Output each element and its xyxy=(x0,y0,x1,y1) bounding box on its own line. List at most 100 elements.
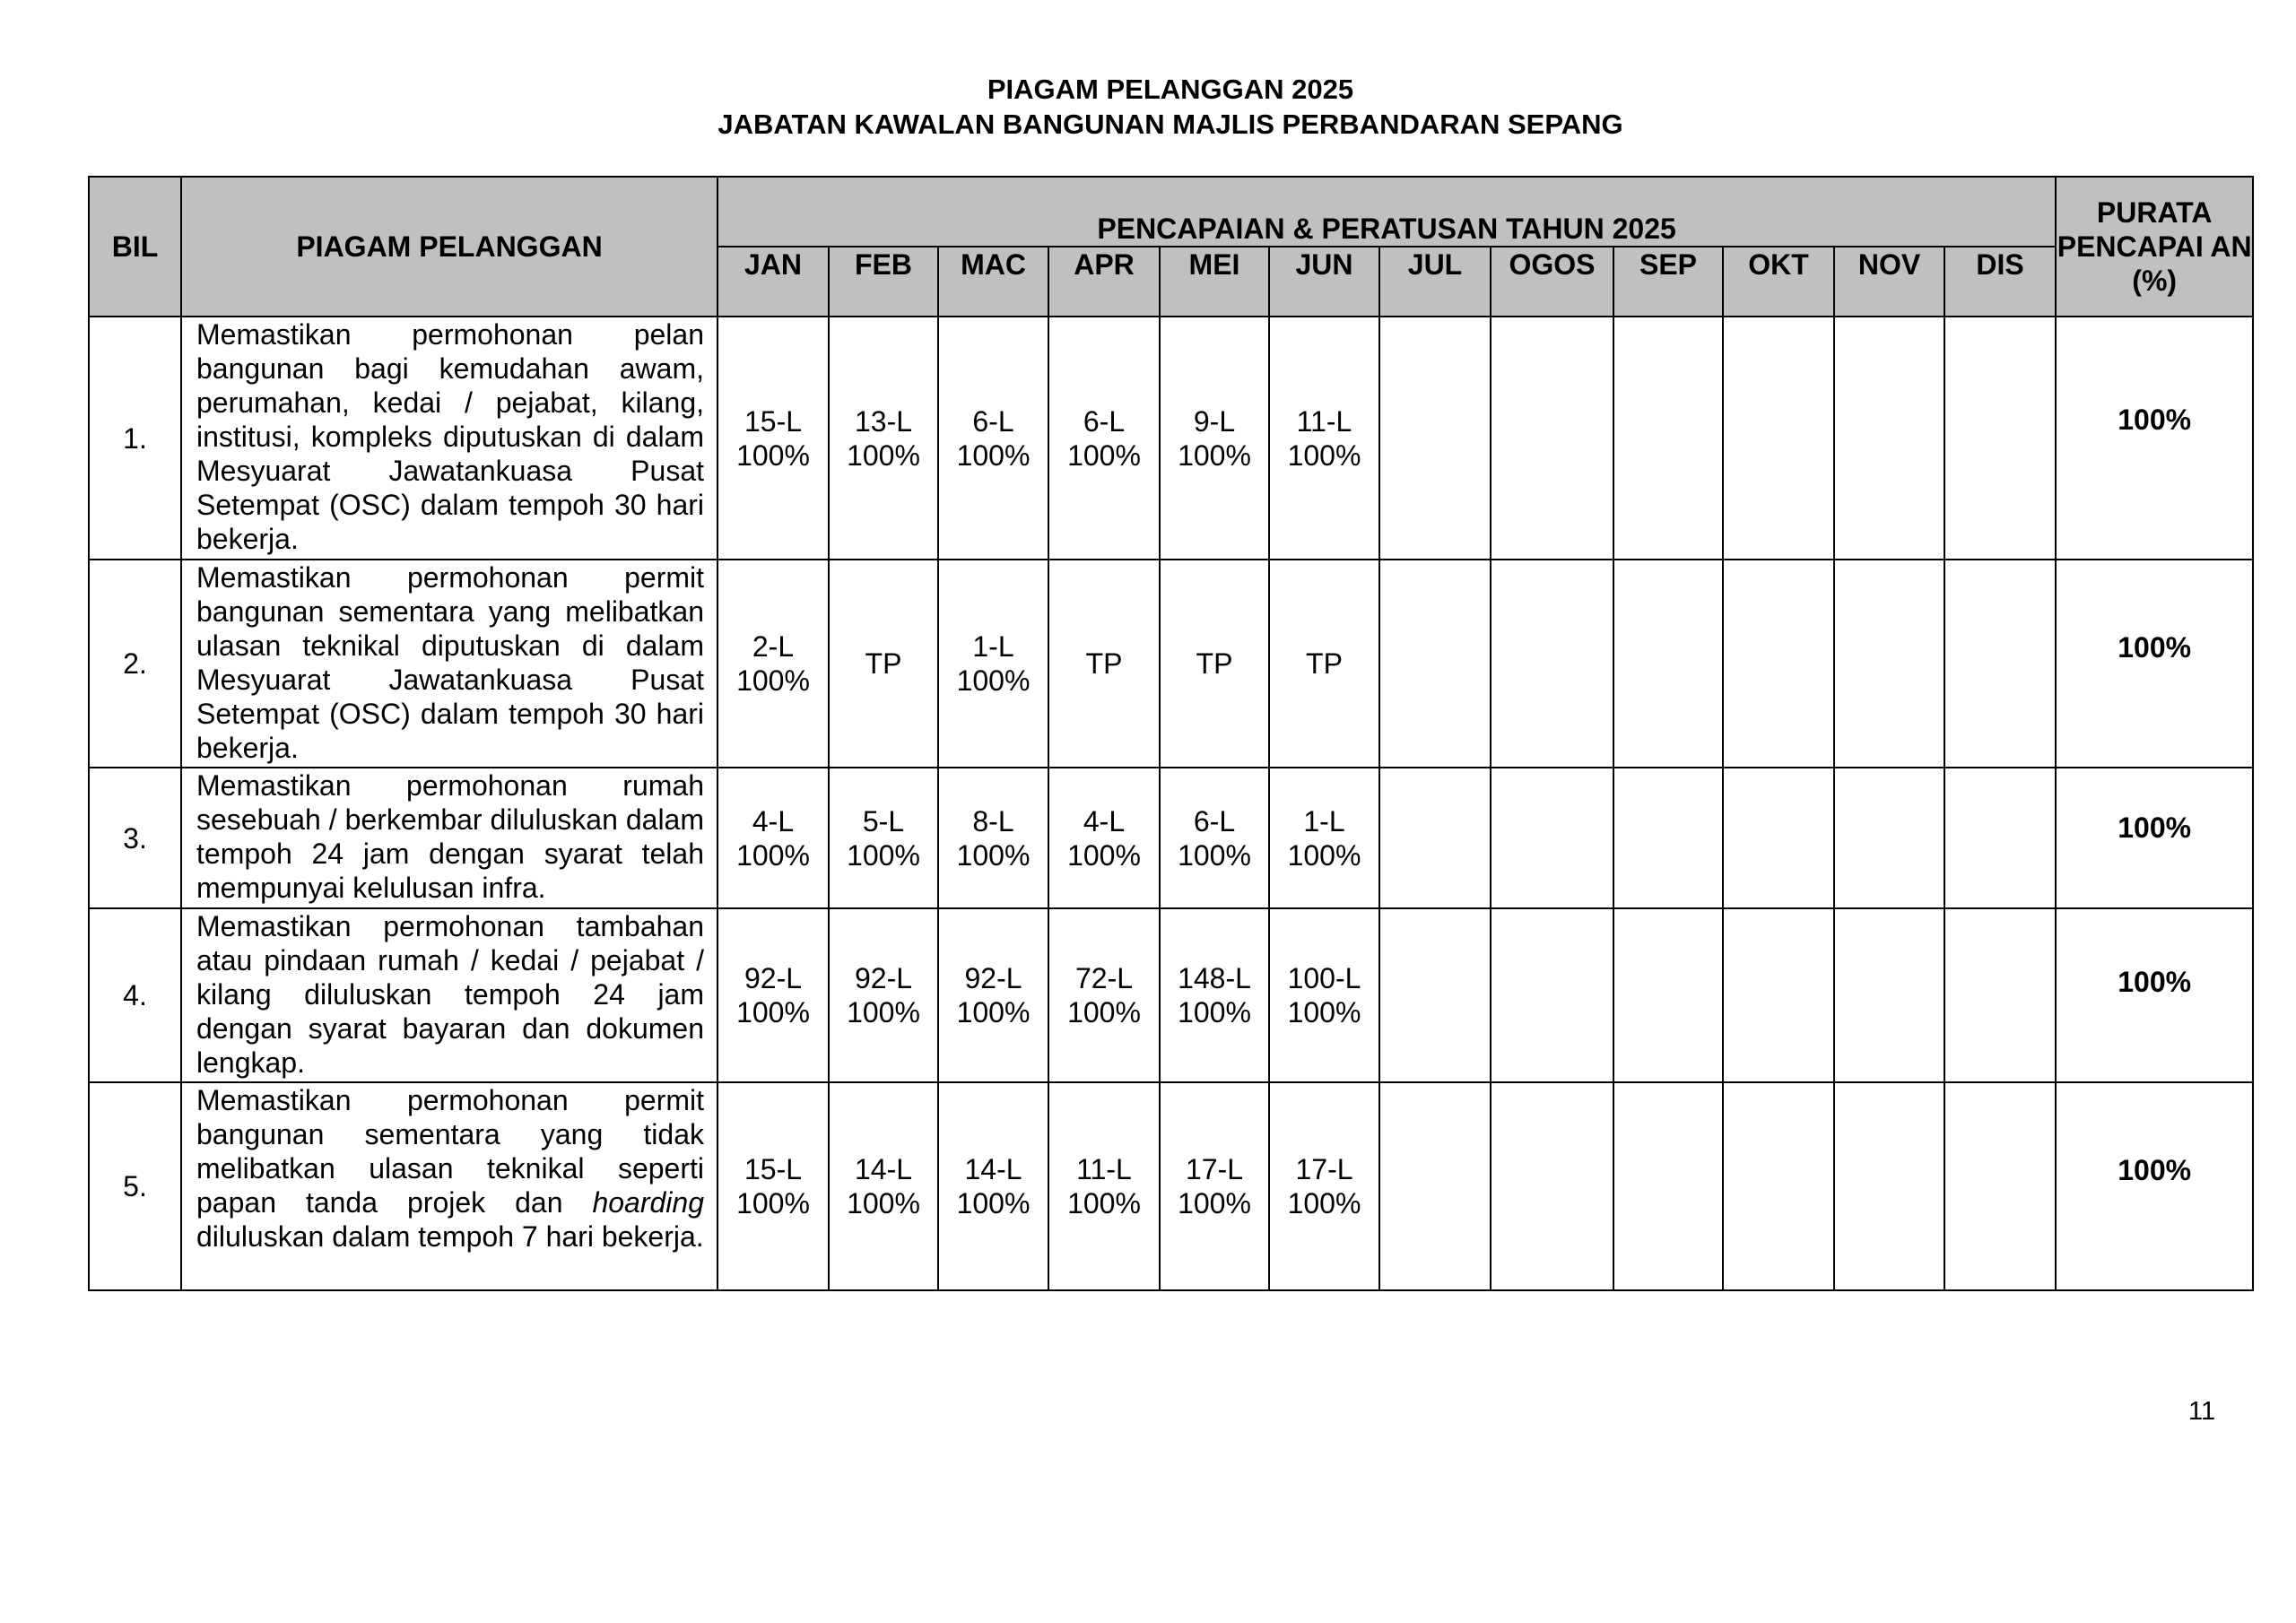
cell-count: TP xyxy=(865,647,902,680)
document-title: PIAGAM PELANGGAN 2025 xyxy=(987,74,1354,105)
month-cell-sep xyxy=(1613,767,1724,909)
month-cell-jan: 15-L 100% xyxy=(717,316,830,560)
table-row: 2. Memastikan permohonan permit bangunan … xyxy=(88,559,2255,768)
purata-cell: 100% xyxy=(2055,1081,2255,1291)
cell-percent: 100% xyxy=(1178,1187,1251,1219)
cell-count: 5-L xyxy=(862,804,905,838)
cell-percent: 100% xyxy=(956,1187,1031,1219)
month-header-ogos: OGOS xyxy=(1490,246,1614,317)
cell-percent: 100% xyxy=(956,438,1031,472)
cell-count: 8-L xyxy=(972,804,1014,838)
document-subtitle: JABATAN KAWALAN BANGUNAN MAJLIS PERBANDA… xyxy=(718,108,1623,140)
month-cell-jan: 4-L 100% xyxy=(717,767,830,909)
month-cell-ogos xyxy=(1490,767,1614,909)
month-cell-mac: 6-L 100% xyxy=(937,316,1049,560)
cell-percent: 100% xyxy=(1178,438,1251,472)
month-cell-dis xyxy=(1943,1081,2057,1291)
cell-percent: 100% xyxy=(847,838,920,872)
purata-cell: 100% xyxy=(2055,316,2255,560)
cell-count: 11-L xyxy=(1296,404,1352,438)
table-row: 4. Memastikan permohonan tambahan atau pi… xyxy=(88,907,2255,1083)
month-cell-ogos xyxy=(1490,316,1614,560)
month-cell-sep xyxy=(1613,559,1724,768)
cell-count: TP xyxy=(1085,647,1123,680)
month-cell-nov xyxy=(1833,767,1945,909)
month-cell-jul xyxy=(1378,559,1492,768)
description-part: diluluskan dalam tempoh 7 hari bekerja. xyxy=(196,1220,704,1253)
cell-percent: 100% xyxy=(1067,996,1141,1028)
month-cell-jan: 92-L 100% xyxy=(717,907,830,1083)
month-cell-jun: 1-L 100% xyxy=(1268,767,1380,909)
cell-count: 14-L xyxy=(854,1153,913,1185)
col-header-piagam: PIAGAM PELANGGAN xyxy=(180,176,718,317)
cell-percent: 100% xyxy=(1287,1187,1361,1219)
month-cell-mei: 9-L 100% xyxy=(1159,316,1270,560)
month-cell-nov xyxy=(1833,907,1945,1083)
month-cell-apr: 72-L 100% xyxy=(1048,907,1161,1083)
month-cell-mac: 8-L 100% xyxy=(937,767,1049,909)
month-cell-sep xyxy=(1613,1081,1724,1291)
cell-count: 17-L xyxy=(1295,1153,1353,1185)
month-cell-okt xyxy=(1722,1081,1835,1291)
table-row: 5. Memastikan permohonan permit bangunan … xyxy=(88,1081,2255,1291)
month-cell-nov xyxy=(1833,559,1945,768)
cell-count: 2-L xyxy=(752,630,795,663)
page-number: 11 xyxy=(2188,1397,2216,1426)
month-cell-dis xyxy=(1943,907,2057,1083)
month-header-feb: FEB xyxy=(828,246,939,317)
cell-count: 17-L xyxy=(1185,1153,1244,1185)
cell-count: 11-L xyxy=(1076,1153,1132,1185)
month-header-jun: JUN xyxy=(1268,246,1380,317)
month-cell-feb: TP xyxy=(828,559,939,768)
month-header-mei: MEI xyxy=(1159,246,1270,317)
month-cell-okt xyxy=(1722,907,1835,1083)
cell-percent: 100% xyxy=(956,664,1031,697)
cell-percent: 100% xyxy=(736,1187,810,1219)
month-cell-jun: 17-L 100% xyxy=(1268,1081,1380,1291)
month-header-mac: MAC xyxy=(937,246,1049,317)
table-row: 3. Memastikan permohonan rumah sesebuah /… xyxy=(88,767,2255,909)
cell-percent: 100% xyxy=(1287,838,1361,872)
cell-count: 6-L xyxy=(972,404,1014,438)
purata-cell: 100% xyxy=(2055,767,2255,909)
cell-percent: 100% xyxy=(1178,996,1251,1028)
cell-count: 15-L xyxy=(744,404,803,438)
month-header-apr: APR xyxy=(1048,246,1161,317)
cell-percent: 100% xyxy=(736,438,810,472)
cell-count: 9-L xyxy=(1193,404,1236,438)
month-cell-feb: 92-L 100% xyxy=(828,907,939,1083)
piagam-description: Memastikan permohonan pelan bangunan bag… xyxy=(180,316,718,560)
cell-percent: 100% xyxy=(1287,438,1361,472)
piagam-description: Memastikan permohonan tambahan atau pind… xyxy=(180,907,718,1083)
month-header-jul: JUL xyxy=(1378,246,1492,317)
row-number: 2. xyxy=(88,559,182,768)
cell-count: 100-L xyxy=(1287,962,1361,994)
cell-percent: 100% xyxy=(1287,996,1361,1028)
month-cell-nov xyxy=(1833,1081,1945,1291)
cell-percent: 100% xyxy=(956,996,1031,1028)
month-cell-jun: 11-L 100% xyxy=(1268,316,1380,560)
month-cell-sep xyxy=(1613,907,1724,1083)
cell-count: 4-L xyxy=(752,804,795,838)
piagam-description: Memastikan permohonan permit bangunan se… xyxy=(180,1081,718,1291)
month-header-dis: DIS xyxy=(1943,246,2057,317)
cell-count: 6-L xyxy=(1193,804,1236,838)
month-header-jan: JAN xyxy=(717,246,830,317)
cell-percent: 100% xyxy=(847,1187,920,1219)
cell-count: 13-L xyxy=(854,404,913,438)
month-cell-ogos xyxy=(1490,1081,1614,1291)
cell-percent: 100% xyxy=(736,664,810,697)
cell-count: 1-L xyxy=(972,630,1014,663)
month-cell-dis xyxy=(1943,316,2057,560)
cell-count: 4-L xyxy=(1083,804,1126,838)
col-header-pencapaian: PENCAPAIAN & PERATUSAN TAHUN 2025 xyxy=(716,176,2057,247)
month-cell-jul xyxy=(1378,907,1492,1083)
row-number: 1. xyxy=(88,316,182,560)
month-cell-jan: 15-L 100% xyxy=(717,1081,830,1291)
description-part: Memastikan permohonan permit bangunan se… xyxy=(196,1084,704,1219)
month-cell-mac: 14-L 100% xyxy=(937,1081,1049,1291)
month-cell-sep xyxy=(1613,316,1724,560)
cell-count: 148-L xyxy=(1178,962,1251,994)
piagam-description: Memastikan permohonan rumah sesebuah / b… xyxy=(180,767,718,909)
piagam-table: BIL PIAGAM PELANGGAN PENCAPAIAN & PERATU… xyxy=(88,176,2255,1291)
